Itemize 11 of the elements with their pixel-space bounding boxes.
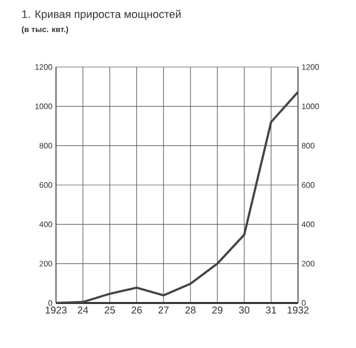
x-tick-label: 25: [104, 306, 115, 314]
x-tick-label: 26: [132, 306, 142, 314]
x-tick-label: 27: [158, 306, 169, 314]
x-tick-label: 1932: [288, 306, 309, 314]
x-tick-label: 1923: [46, 306, 67, 314]
x-tick-label: 24: [78, 306, 88, 314]
x-tick-label: 31: [266, 306, 276, 314]
chart-title: 1. Кривая прироста мощностей: [22, 10, 181, 20]
x-tick-label: 28: [185, 306, 196, 314]
x-tick-label: 30: [239, 306, 250, 314]
x-tick-label: 29: [212, 306, 222, 314]
